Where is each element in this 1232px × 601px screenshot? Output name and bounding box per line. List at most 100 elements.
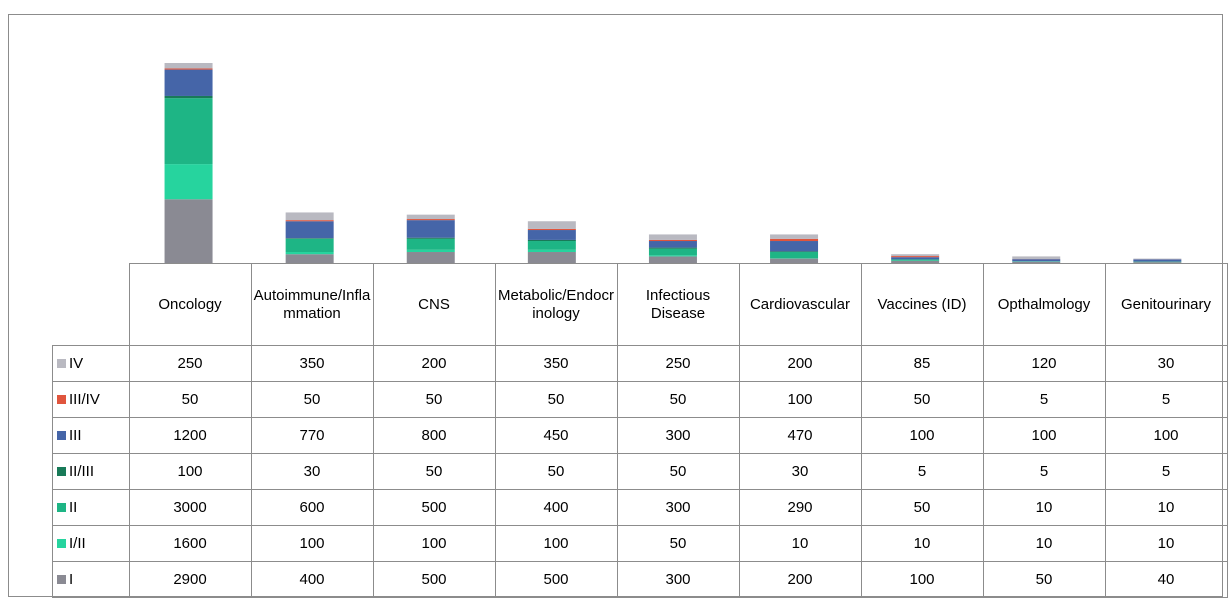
bar-segment: [891, 254, 940, 257]
value-cell: 290: [738, 489, 862, 526]
legend-swatch: [57, 358, 66, 368]
corner-cell: [52, 263, 130, 346]
bar-segment: [164, 164, 213, 200]
bar-segment: [891, 256, 940, 258]
bar-segment: [1133, 258, 1182, 260]
bar-segment: [770, 258, 819, 263]
value-cell: 5: [1104, 453, 1228, 490]
value-cell: 100: [860, 561, 984, 598]
bar-segment: [406, 219, 455, 221]
bar-segment: [648, 239, 697, 242]
legend-swatch: [57, 394, 66, 404]
bar-segment: [648, 255, 697, 257]
legend-label: IV: [69, 354, 84, 372]
value-cell: 50: [616, 525, 740, 562]
legend-cell: I: [52, 561, 130, 598]
value-cell: 100: [372, 525, 496, 562]
bar-segment: [770, 252, 819, 259]
value-cell: 50: [616, 453, 740, 490]
legend-cell: II/III: [52, 453, 130, 490]
bar-segment: [406, 252, 455, 263]
bar-segment: [770, 238, 819, 242]
value-cell: 50: [860, 381, 984, 418]
bar-segment: [891, 257, 940, 260]
bar-segment: [648, 248, 697, 256]
value-cell: 300: [616, 489, 740, 526]
value-cell: 1200: [128, 417, 252, 454]
category-label: CNS: [372, 263, 496, 346]
bar-segment: [648, 256, 697, 263]
category-label: Cardiovascular: [738, 263, 862, 346]
value-cell: 250: [616, 345, 740, 382]
value-cell: 30: [738, 453, 862, 490]
value-cell: 470: [738, 417, 862, 454]
category-label: Oncology: [128, 263, 252, 346]
value-cell: 500: [372, 561, 496, 598]
bar-segment: [527, 252, 576, 263]
value-cell: 100: [250, 525, 374, 562]
bar-segment: [891, 259, 940, 261]
value-cell: 50: [372, 381, 496, 418]
bar-segment: [648, 234, 697, 240]
bar-segment: [406, 214, 455, 220]
value-cell: 30: [250, 453, 374, 490]
value-cell: 400: [494, 489, 618, 526]
bar-segment: [648, 247, 697, 249]
bar-segment: [285, 221, 334, 239]
bar-segment: [1012, 259, 1061, 262]
legend-label: II/III: [69, 462, 95, 480]
value-cell: 10: [982, 489, 1106, 526]
value-cell: 600: [250, 489, 374, 526]
bar-segment: [527, 230, 576, 240]
value-cell: 500: [494, 561, 618, 598]
category-label: Genitourinary: [1104, 263, 1228, 346]
value-cell: 50: [982, 561, 1106, 598]
value-cell: 100: [128, 453, 252, 490]
bar-segment: [1133, 259, 1182, 262]
value-cell: 10: [982, 525, 1106, 562]
data-table: Oncology Autoimmune/Inflammation CNS Metabo…: [52, 263, 1228, 598]
bar-segment: [770, 241, 819, 252]
value-cell: 10: [738, 525, 862, 562]
value-cell: 1600: [128, 525, 252, 562]
bar-segment: [1012, 261, 1061, 263]
bar-segment: [285, 212, 334, 221]
value-cell: 200: [372, 345, 496, 382]
legend-cell: III/IV: [52, 381, 130, 418]
legend-label: III: [69, 426, 82, 444]
value-cell: 50: [372, 453, 496, 490]
category-label: Opthalmology: [982, 263, 1106, 346]
bar-segment: [406, 220, 455, 238]
category-label: Metabolic/Endocrinology: [494, 263, 618, 346]
legend-label: I: [69, 570, 74, 588]
bar-segment: [1012, 256, 1061, 260]
value-cell: 2900: [128, 561, 252, 598]
bar-segment: [164, 63, 213, 69]
value-cell: 100: [494, 525, 618, 562]
bar-segment: [527, 241, 576, 250]
bar-segment: [164, 69, 213, 96]
bar-segment: [527, 228, 576, 231]
value-cell: 100: [860, 417, 984, 454]
value-cell: 800: [372, 417, 496, 454]
value-cell: 85: [860, 345, 984, 382]
value-cell: 50: [250, 381, 374, 418]
table-row: IV 250 350 200 350 250 200 85 120 30: [52, 345, 1228, 382]
bar-segment: [527, 249, 576, 253]
bar-segment: [648, 241, 697, 248]
table-row: I/II 1600 100 100 100 50 10 10 10 10: [52, 525, 1228, 562]
value-cell: 40: [1104, 561, 1228, 598]
bar-segment: [164, 98, 213, 165]
bar-segment: [406, 237, 455, 239]
value-cell: 100: [982, 417, 1106, 454]
value-cell: 770: [250, 417, 374, 454]
legend-swatch: [57, 502, 66, 512]
table-row: III/IV 50 50 50 50 50 100 50 5 5: [52, 381, 1228, 418]
value-cell: 5: [982, 453, 1106, 490]
value-cell: 10: [1104, 525, 1228, 562]
value-cell: 5: [860, 453, 984, 490]
value-cell: 250: [128, 345, 252, 382]
bar-segment: [770, 234, 819, 239]
legend-label: I/II: [69, 534, 86, 552]
value-cell: 200: [738, 345, 862, 382]
